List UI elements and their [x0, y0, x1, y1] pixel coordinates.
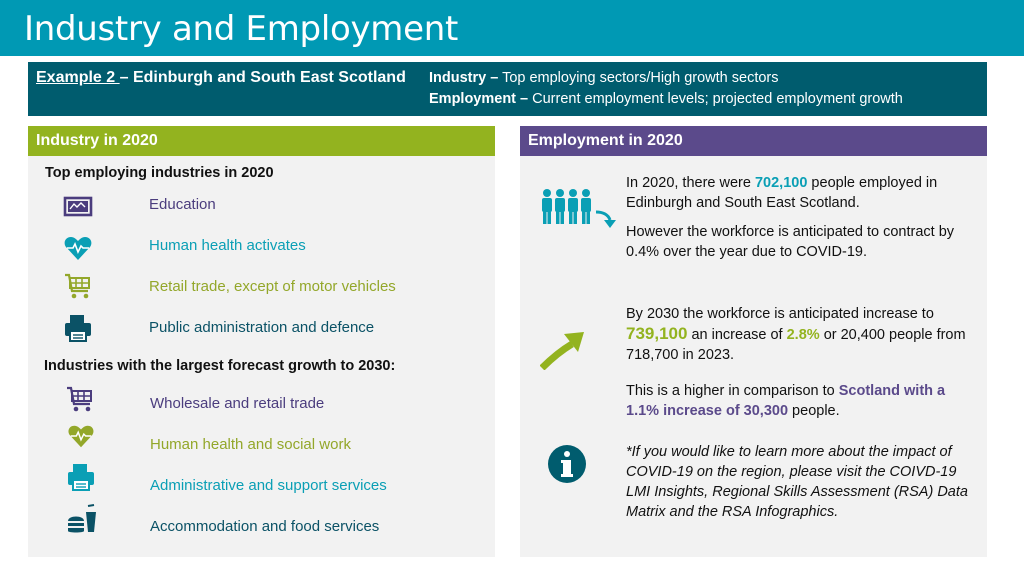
- example-prefix: Example 2: [36, 69, 120, 86]
- top-industry-label: Human health activates: [149, 237, 306, 254]
- employment-legend-text: Current employment levels; projected emp…: [528, 91, 903, 107]
- employment-count: 702,100: [754, 175, 808, 191]
- top-industry-label: Retail trade, except of motor vehicles: [149, 278, 396, 295]
- growth-industry-label: Accommodation and food services: [150, 518, 380, 535]
- forecast-workforce: 739,100: [626, 324, 688, 343]
- industry-legend-label: Industry –: [429, 70, 499, 86]
- employment-2030-text: By 2030 the workforce is anticipated inc…: [626, 304, 971, 365]
- employment-text-part: people.: [788, 403, 840, 419]
- fast-food-icon: [66, 504, 96, 534]
- info-icon: [547, 444, 587, 489]
- employment-panel-header: Employment in 2020: [520, 126, 987, 156]
- shopping-cart-icon: [65, 384, 95, 414]
- employment-contract-text: However the workforce is anticipated to …: [626, 224, 955, 260]
- forecast-growth-pct: 2.8%: [786, 327, 820, 343]
- arrow-up-icon: [539, 330, 586, 375]
- top-industries-heading: Top employing industries in 2020: [45, 165, 274, 181]
- example-banner: Example 2 – Edinburgh and South East Sco…: [28, 62, 987, 116]
- top-industry-label: Public administration and defence: [149, 319, 375, 336]
- employment-text-part: an increase of: [687, 327, 787, 343]
- growth-industries-heading: Industries with the largest forecast gro…: [44, 358, 396, 374]
- industry-panel: Industry in 2020 Top employing industrie…: [28, 126, 495, 557]
- example-legend: Industry – Top employing sectors/High gr…: [429, 68, 903, 110]
- growth-industry-label: Administrative and support services: [150, 477, 387, 494]
- employment-2020-text: In 2020, there were 702,100 people emplo…: [626, 173, 976, 213]
- page-title: Industry and Employment: [24, 9, 459, 49]
- growth-industry-label: Human health and social work: [150, 436, 351, 453]
- scotland-comparison-highlight: Scotland with a 1.1% increase of 30,300: [626, 383, 946, 419]
- people-group-icon: [540, 188, 620, 243]
- industry-panel-header: Industry in 2020: [28, 126, 495, 156]
- covid-info-note: *If you would like to learn more about t…: [626, 444, 968, 520]
- printer-icon: [63, 313, 93, 343]
- example-heading: Example 2 – Edinburgh and South East Sco…: [36, 69, 406, 87]
- employment-text-part: This is a higher in comparison to: [626, 383, 839, 399]
- shopping-cart-icon: [63, 271, 93, 301]
- employment-panel: Employment in 2020 In 2020, there were 7…: [520, 126, 987, 557]
- heart-pulse-icon: [67, 422, 97, 452]
- presentation-board-icon: [63, 192, 93, 222]
- industry-legend-text: Top employing sectors/High growth sector…: [498, 70, 779, 86]
- growth-industry-label: Wholesale and retail trade: [150, 395, 325, 412]
- title-bar: Industry and Employment: [0, 0, 1024, 56]
- top-industry-label: Education: [149, 196, 216, 213]
- heart-pulse-icon: [63, 233, 93, 263]
- employment-text-part: In 2020, there were: [626, 175, 755, 191]
- employment-text-part: By 2030 the workforce is anticipated inc…: [626, 306, 934, 322]
- employment-text-part: people employed in Edinburgh and South E…: [626, 175, 938, 211]
- example-region: – Edinburgh and South East Scotland: [119, 69, 406, 86]
- employment-legend-label: Employment –: [429, 91, 529, 107]
- employment-text-part: or 20,400 people from 718,700 in 2023.: [626, 327, 966, 363]
- printer-icon: [66, 462, 96, 492]
- scotland-comparison-text: This is a higher in comparison to Scotla…: [626, 381, 971, 421]
